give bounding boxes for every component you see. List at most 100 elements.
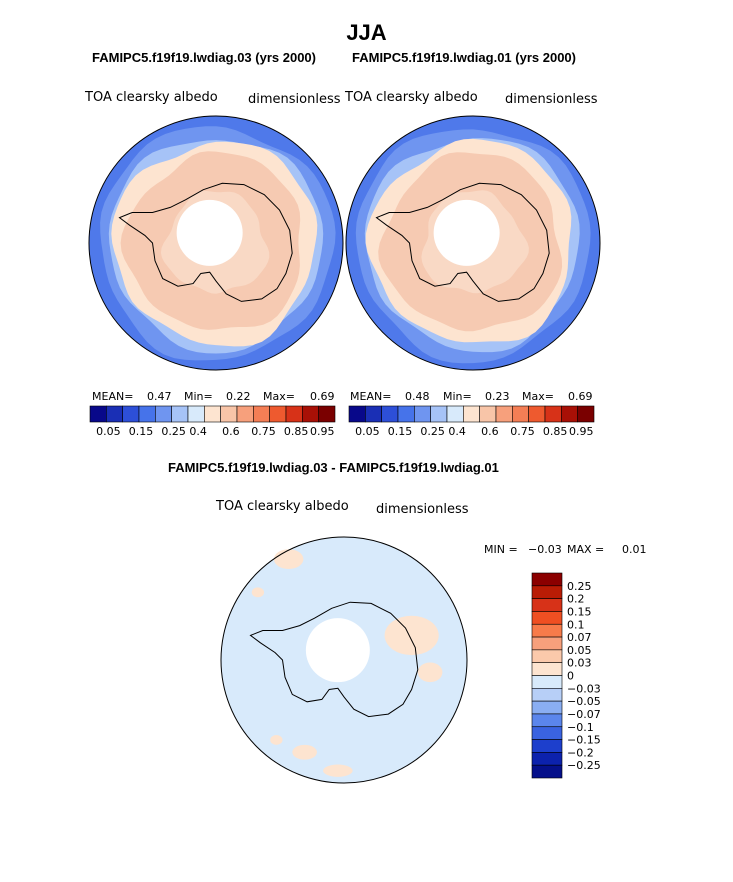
map1-mean-label: MEAN= <box>92 390 134 403</box>
map2-map <box>345 115 601 371</box>
colorbar-swatch <box>318 405 336 423</box>
map2-colorbar: 0.05 0.15 0.25 0.4 0.6 0.75 0.85 0.95 <box>348 405 595 438</box>
colorbar-tick-label: 0.07 <box>567 631 592 644</box>
map2-units: dimensionless <box>505 92 598 107</box>
colorbar-swatch <box>269 405 287 423</box>
colorbar-tick-label: 0.4 <box>189 425 207 438</box>
colorbar-tick-label: 0.15 <box>388 425 413 438</box>
colorbar-swatch <box>531 752 563 766</box>
map1-map <box>88 115 344 371</box>
colorbar-swatch <box>531 700 563 715</box>
colorbar-tick-label: 0.85 <box>543 425 568 438</box>
colorbar-swatch <box>531 598 563 612</box>
diff-positive-patch <box>251 587 265 598</box>
colorbar-swatch <box>531 662 563 676</box>
colorbar-swatch <box>531 649 563 663</box>
colorbar-swatch <box>285 405 303 423</box>
map1-min-value: 0.22 <box>226 390 251 403</box>
colorbar-tick-label: 0.95 <box>310 425 335 438</box>
colorbar-tick-label: 0.15 <box>129 425 154 438</box>
colorbar-swatch <box>365 405 382 423</box>
colorbar-tick-label: 0.03 <box>567 657 592 670</box>
colorbar-tick-label: −0.15 <box>567 734 601 747</box>
diff-positive-patch <box>273 549 304 569</box>
map2-variable: TOA clearsky albedo <box>345 90 478 105</box>
antarctica-coastline <box>118 182 293 302</box>
map2-zone-6 <box>433 199 500 266</box>
colorbar-swatch <box>414 405 431 423</box>
diff-positive-patch <box>323 764 353 777</box>
diff-units: dimensionless <box>376 502 469 517</box>
colorbar-tick-label: 0.25 <box>161 425 186 438</box>
colorbar-swatch <box>531 675 563 689</box>
colorbar-tick-label: 0.6 <box>481 425 499 438</box>
colorbar-swatch <box>171 405 189 423</box>
colorbar-swatch <box>463 405 480 423</box>
map1-units: dimensionless <box>248 92 341 107</box>
diff-map <box>220 536 468 784</box>
colorbar-swatch <box>106 405 123 423</box>
map1-title: FAMIPC5.f19f19.lwdiag.03 (yrs 2000) <box>92 50 316 65</box>
colorbar-swatch <box>220 405 238 423</box>
colorbar-swatch <box>531 688 563 702</box>
colorbar-tick-label: 0.85 <box>284 425 309 438</box>
colorbar-tick-label: 0.25 <box>420 425 445 438</box>
map2-min-label: Min= <box>443 390 472 403</box>
colorbar-tick-label: −0.25 <box>567 759 601 772</box>
map2-border <box>345 115 601 371</box>
colorbar-swatch <box>531 764 563 779</box>
diff-positive-patch <box>270 735 283 745</box>
colorbar-tick-label: 0.2 <box>567 593 585 606</box>
map1-max-label: Max= <box>263 390 295 403</box>
map1-variable: TOA clearsky albedo <box>85 90 218 105</box>
colorbar-swatch <box>302 405 319 423</box>
map2-mean-value: 0.48 <box>405 390 430 403</box>
colorbar-swatch <box>381 405 399 423</box>
colorbar-swatch <box>561 405 578 423</box>
colorbar-swatch <box>531 572 563 587</box>
colorbar-swatch <box>155 405 172 423</box>
colorbar-tick-label: 0.75 <box>251 425 276 438</box>
colorbar-swatch <box>89 405 107 423</box>
colorbar-tick-label: 0.05 <box>355 425 380 438</box>
colorbar-swatch <box>236 405 254 423</box>
map1-colorbar: 0.05 0.15 0.25 0.4 0.6 0.75 0.85 0.95 <box>89 405 336 438</box>
colorbar-swatch <box>531 611 563 625</box>
season-title: JJA <box>346 20 387 45</box>
colorbar-swatch <box>397 405 415 423</box>
map2-max-label: Max= <box>522 390 554 403</box>
map2-min-value: 0.23 <box>485 390 510 403</box>
colorbar-swatch <box>531 726 563 740</box>
colorbar-tick-label: 0.1 <box>567 618 585 631</box>
colorbar-swatch <box>430 405 448 423</box>
diff-colorbar: 0.250.20.150.10.070.050.030−0.03−0.05−0.… <box>531 572 601 779</box>
colorbar-swatch <box>528 405 546 423</box>
colorbar-swatch <box>544 405 562 423</box>
colorbar-tick-label: 0.6 <box>222 425 240 438</box>
map1-zone-6 <box>176 199 243 266</box>
colorbar-tick-label: 0.15 <box>567 605 592 618</box>
colorbar-tick-label: 0.95 <box>569 425 594 438</box>
colorbar-tick-label: 0.05 <box>96 425 121 438</box>
map1-border <box>88 115 344 371</box>
colorbar-tick-label: −0.03 <box>567 682 601 695</box>
colorbar-tick-label: −0.2 <box>567 746 594 759</box>
antarctica-coastline <box>249 601 419 718</box>
colorbar-swatch <box>577 405 595 423</box>
map1-min-label: Min= <box>184 390 213 403</box>
colorbar-swatch <box>479 405 497 423</box>
diff-title: FAMIPC5.f19f19.lwdiag.03 - FAMIPC5.f19f1… <box>168 460 499 475</box>
map2-title: FAMIPC5.f19f19.lwdiag.01 (yrs 2000) <box>352 50 576 65</box>
diff-pole-gap <box>305 618 370 683</box>
map2-mean-label: MEAN= <box>350 390 392 403</box>
colorbar-tick-label: −0.05 <box>567 695 601 708</box>
diff-min-label: MIN = <box>484 543 518 556</box>
diff-max-label: MAX = <box>567 543 605 556</box>
colorbar-swatch <box>138 405 156 423</box>
colorbar-swatch <box>348 405 366 423</box>
colorbar-swatch <box>531 636 563 651</box>
colorbar-tick-label: 0.4 <box>448 425 466 438</box>
colorbar-swatch <box>512 405 529 423</box>
diff-variable: TOA clearsky albedo <box>216 499 349 514</box>
